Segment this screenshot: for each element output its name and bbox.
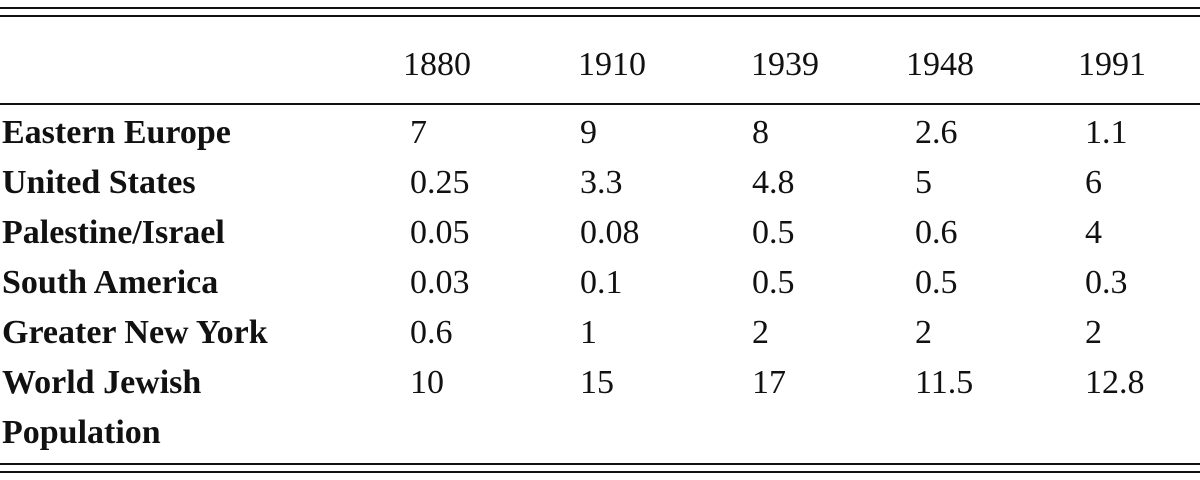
table-cell: 0.5 (752, 264, 795, 301)
table-cell: 0.5 (752, 214, 795, 251)
table-cell: 3.3 (580, 164, 623, 201)
top-rule (0, 15, 1200, 17)
table-cell: 2.6 (915, 114, 958, 151)
top-rule (0, 7, 1200, 9)
table-cell: 0.3 (1085, 264, 1128, 301)
column-header: 1948 (906, 46, 974, 83)
row-label: South America (2, 264, 219, 301)
bottom-rule (0, 471, 1200, 473)
table-cell: 2 (915, 314, 932, 351)
table-cell: 11.5 (915, 364, 974, 401)
table-cell: 5 (915, 164, 932, 201)
table-cell: 1.1 (1085, 114, 1128, 151)
table-cell: 0.25 (410, 164, 470, 201)
table-cell: 10 (410, 364, 444, 401)
table-cell: 6 (1085, 164, 1102, 201)
table-cell: 0.5 (915, 264, 958, 301)
table-cell: 17 (752, 364, 786, 401)
column-header: 1910 (578, 46, 646, 83)
table-cell: 0.05 (410, 214, 470, 251)
column-header: 1991 (1078, 46, 1146, 83)
row-label: Palestine/Israel (2, 214, 225, 251)
table-cell: 8 (752, 114, 769, 151)
table-cell: 1 (580, 314, 597, 351)
table-cell: 2 (752, 314, 769, 351)
column-header: 1939 (751, 46, 819, 83)
table-cell: 0.08 (580, 214, 640, 251)
table-cell: 7 (410, 114, 427, 151)
row-label: United States (2, 164, 196, 201)
row-label: Eastern Europe (2, 114, 231, 151)
table-cell: 0.1 (580, 264, 623, 301)
column-header: 1880 (403, 46, 471, 83)
table-cell: 4 (1085, 214, 1102, 251)
table-cell: 0.6 (915, 214, 958, 251)
row-label: World Jewish Population (2, 364, 202, 451)
table-cell: 4.8 (752, 164, 795, 201)
bottom-rule (0, 463, 1200, 465)
header-rule (0, 103, 1200, 105)
row-label: Greater New York (2, 314, 268, 351)
table-cell: 12.8 (1085, 364, 1145, 401)
table-cell: 0.03 (410, 264, 470, 301)
table-cell: 9 (580, 114, 597, 151)
table-cell: 0.6 (410, 314, 453, 351)
table-cell: 2 (1085, 314, 1102, 351)
table-cell: 15 (580, 364, 614, 401)
